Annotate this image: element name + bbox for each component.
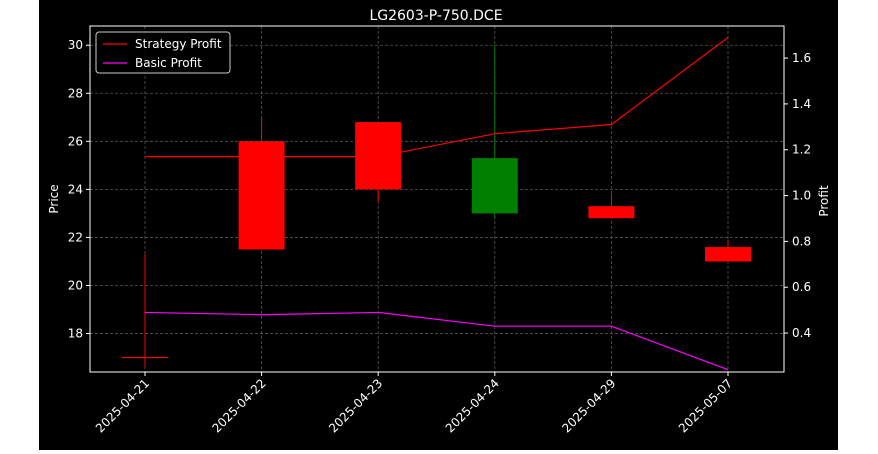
right-y-axis: 0.4 0.6 0.8 1.0 1.2 1.4 1.6 <box>784 51 811 340</box>
x-axis-tick-label: 2025-04-21 <box>93 376 152 435</box>
left-axis-tick-label: 22 <box>68 230 83 244</box>
x-axis-tick-label: 2025-04-23 <box>326 376 385 435</box>
plot-frame <box>89 25 785 373</box>
grid-lines <box>90 26 784 372</box>
candle-body <box>705 247 751 262</box>
line-basic-profit <box>144 311 729 371</box>
legend: Strategy Profit Basic Profit <box>95 31 231 74</box>
chart-figure: LG2603-P-750.DCE 18 20 22 24 26 28 30 0.4 0.6 0.… <box>39 0 838 450</box>
right-axis-tick-label: 0.8 <box>792 234 811 248</box>
left-axis-tick-label: 26 <box>68 134 83 148</box>
candle-body <box>238 141 285 250</box>
right-axis-tick-label: 0.4 <box>792 326 811 340</box>
right-axis-tick-label: 1.6 <box>792 51 811 65</box>
candle-body <box>588 206 635 219</box>
left-y-axis: 18 20 22 24 26 28 30 <box>68 38 90 341</box>
candle-body <box>471 158 518 214</box>
x-axis-tick-label: 2025-05-07 <box>676 376 735 435</box>
right-axis-tick-label: 1.4 <box>792 97 811 111</box>
left-axis-label: Price <box>47 184 61 213</box>
candlesticks <box>122 45 751 368</box>
x-axis: 2025-04-21 2025-04-22 2025-04-23 2025-04-24… <box>93 372 735 435</box>
x-axis-tick-label: 2025-04-29 <box>559 376 618 435</box>
left-axis-tick-label: 18 <box>68 327 83 341</box>
legend-label-strategy-profit: Strategy Profit <box>135 37 222 51</box>
candle-body <box>355 122 402 190</box>
x-axis-tick-label: 2025-04-22 <box>210 376 269 435</box>
right-axis-tick-label: 0.6 <box>792 280 811 294</box>
left-axis-tick-label: 20 <box>68 279 83 293</box>
legend-label-basic-profit: Basic Profit <box>135 56 202 70</box>
legend-box <box>95 31 231 74</box>
right-axis-tick-label: 1.2 <box>792 143 811 157</box>
right-axis-tick-label: 1.0 <box>792 189 811 203</box>
right-axis-label: Profit <box>817 185 831 217</box>
x-axis-tick-label: 2025-04-24 <box>443 376 502 435</box>
profit-lines <box>144 36 729 371</box>
left-axis-tick-label: 24 <box>68 182 83 196</box>
chart-title: LG2603-P-750.DCE <box>369 8 502 24</box>
left-axis-tick-label: 28 <box>68 86 83 100</box>
left-axis-tick-label: 30 <box>68 38 83 52</box>
line-strategy-profit <box>145 36 729 158</box>
